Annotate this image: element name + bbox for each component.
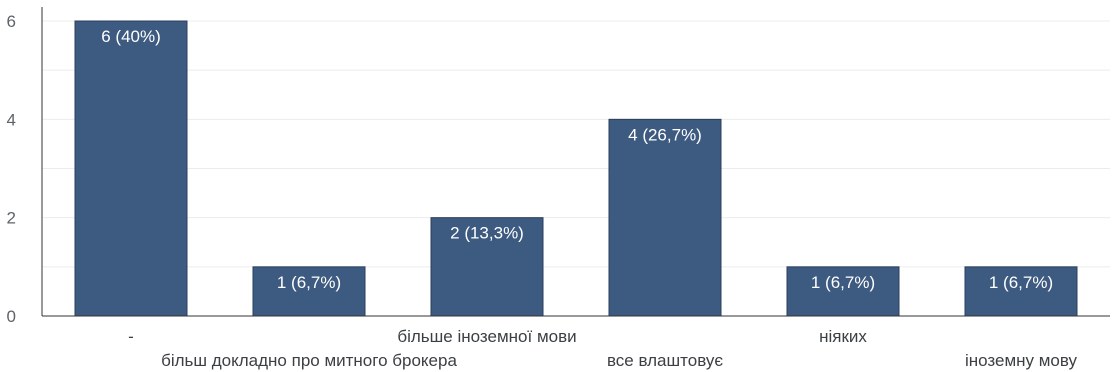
- x-category-label: -: [128, 327, 134, 346]
- y-tick-label: 4: [7, 110, 16, 129]
- x-axis-category-labels: - більш докладно про митного брокера більш…: [128, 327, 1077, 370]
- bar: [430, 217, 544, 317]
- y-tick-label: 0: [7, 307, 16, 326]
- bar: [786, 266, 900, 317]
- bar: [608, 118, 722, 317]
- axes: [41, 7, 1110, 317]
- bar-data-label: 6 (40%): [101, 27, 161, 46]
- bar: [252, 266, 366, 317]
- x-category-label: все влаштовує: [607, 351, 723, 370]
- bars: 6 (40%) 1 (6,7%) 2 (13,3%) 4 (26,7%) 1 (6,7%…: [74, 20, 1078, 317]
- bar: [964, 266, 1078, 317]
- bar-data-label: 1 (6,7%): [989, 273, 1053, 292]
- bar-data-label: 1 (6,7%): [277, 273, 341, 292]
- x-category-label: ніяких: [819, 327, 867, 346]
- y-axis-ticks: 0 2 4 6: [7, 12, 16, 326]
- bar-data-label: 1 (6,7%): [811, 273, 875, 292]
- x-category-label: більш докладно про митного брокера: [161, 351, 457, 370]
- x-category-label: іноземну мову: [965, 351, 1078, 370]
- grid-lines: [42, 20, 1110, 268]
- x-category-label: більше іноземної мови: [397, 327, 576, 346]
- y-tick-label: 2: [7, 209, 16, 228]
- bar: [74, 20, 188, 317]
- bar-data-label: 4 (26,7%): [628, 125, 702, 144]
- bar-data-label: 2 (13,3%): [450, 224, 524, 243]
- y-tick-label: 6: [7, 12, 16, 31]
